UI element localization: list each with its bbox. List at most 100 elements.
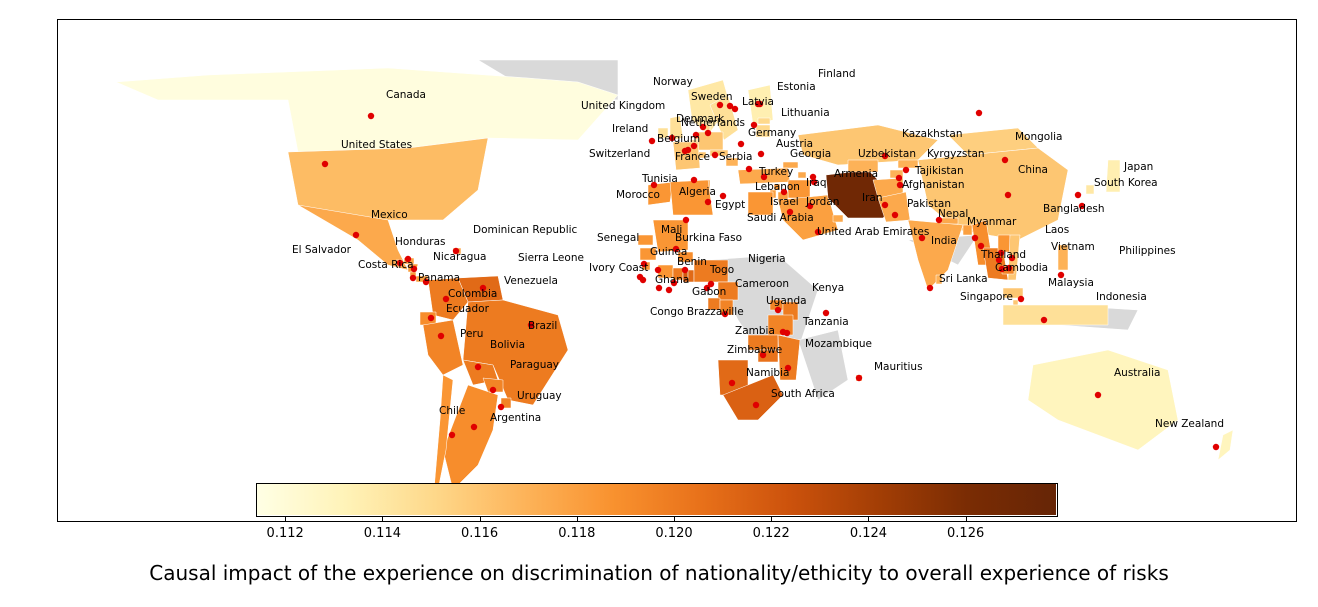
label-uganda: Uganda [766, 295, 807, 307]
label-paraguay: Paraguay [510, 359, 559, 371]
colorbar-tick-label: 0.118 [558, 526, 596, 541]
marker-ivory-coast [636, 273, 644, 281]
marker-germany [704, 129, 712, 137]
label-tanzania: Tanzania [802, 316, 849, 328]
country-burkina-faso [677, 251, 694, 263]
label-sri-lanka: Sri Lanka [939, 273, 988, 285]
label-dominican-republic: Dominican Republic [473, 224, 578, 236]
marker-united-states [321, 160, 329, 168]
label-serbia: Serbia [719, 151, 752, 163]
country-south-korea [1085, 184, 1095, 195]
country-canada [115, 67, 619, 153]
marker-nepal [935, 216, 943, 224]
label-afghanistan: Afghanistan [902, 179, 965, 191]
label-colombia: Colombia [448, 288, 497, 300]
label-mauritius: Mauritius [874, 361, 923, 373]
label-congo-brazzaville: Congo Brazzaville [650, 306, 744, 318]
marker-indonesia [1005, 264, 1013, 272]
country-saudi-arabia [777, 194, 839, 241]
marker-dominican-republic [452, 247, 460, 255]
marker-mozambique [784, 364, 792, 372]
label-mexico: Mexico [371, 209, 408, 221]
marker-malaysia [1017, 295, 1025, 303]
label-turkey: Turkey [758, 166, 793, 178]
label-zambia: Zambia [735, 325, 775, 337]
label-saudi-arabia: Saudi Arabia [747, 212, 814, 224]
marker-pakistan [891, 211, 899, 219]
country-senegal [637, 234, 654, 246]
country-sri-lanka [935, 274, 943, 285]
marker-panama [422, 278, 430, 286]
label-mongolia: Mongolia [1015, 131, 1063, 143]
country-new-zealand [1217, 429, 1234, 461]
colorbar-axis: 0.112 0.114 0.116 0.118 0.120 0.122 0.124 0.126 [256, 517, 1058, 547]
label-el-salvador: El Salvador [292, 244, 352, 256]
marker-benin [670, 279, 678, 287]
colorbar-tick-label: 0.112 [266, 526, 304, 541]
marker-uzbekistan [881, 152, 889, 160]
label-norway: Norway [653, 76, 693, 88]
marker-myanmar [977, 242, 985, 250]
marker-honduras [404, 255, 412, 263]
country-serbia [725, 157, 739, 167]
colorbar [256, 483, 1058, 517]
label-morocco: Morocco [616, 189, 660, 201]
country-mali [652, 219, 689, 253]
country-lebanon [773, 183, 781, 191]
label-south-korea: South Korea [1094, 177, 1158, 189]
label-singapore: Singapore [960, 291, 1013, 303]
country-marker-layer [321, 100, 1220, 451]
marker-austria [737, 140, 745, 148]
marker-colombia [442, 295, 450, 303]
label-cameroon: Cameroon [735, 278, 789, 290]
colorbar-gradient [257, 484, 1056, 515]
label-mali: Mali [661, 224, 682, 236]
marker-thailand [995, 256, 1003, 264]
colorbar-tick-label: 0.116 [460, 526, 499, 541]
marker-netherlands [692, 131, 700, 139]
label-netherlands: Netherlands [681, 117, 745, 129]
marker-zimbabwe [759, 351, 767, 359]
label-pakistan: Pakistan [907, 198, 951, 210]
colorbar-tick-label: 0.120 [655, 526, 693, 541]
label-iraq: Iraq [806, 177, 827, 189]
label-canada: Canada [386, 89, 426, 101]
country-lithuania [755, 130, 771, 138]
marker-namibia [728, 379, 736, 387]
label-finland: Finland [818, 68, 856, 80]
country-united-arab-emirates [832, 214, 844, 223]
label-tajikistan: Tajikistan [914, 165, 964, 177]
marker-norway [716, 101, 724, 109]
label-china: China [1018, 164, 1048, 176]
marker-brazil [527, 321, 535, 329]
marker-egypt [704, 198, 712, 206]
colorbar-tick [674, 517, 675, 522]
marker-senegal [640, 260, 648, 268]
country-egypt [747, 191, 774, 216]
country-guinea [639, 247, 657, 261]
label-gabon: Gabon [692, 286, 726, 298]
marker-mongolia [1001, 156, 1009, 164]
label-uzbekistan: Uzbekistan [858, 148, 916, 160]
colorbar-tick [479, 517, 481, 522]
colorbar-tick-label: 0.122 [752, 526, 790, 541]
country-ireland [657, 127, 669, 139]
label-armenia: Armenia [834, 168, 878, 180]
marker-china [1004, 191, 1012, 199]
marker-argentina [470, 423, 478, 431]
marker-ireland [648, 137, 656, 145]
marker-latvia [731, 105, 739, 113]
label-senegal: Senegal [597, 232, 639, 244]
label-chile: Chile [439, 405, 465, 417]
label-kenya: Kenya [812, 282, 844, 294]
label-brazil: Brazil [528, 320, 557, 332]
country-estonia [757, 117, 771, 125]
marker-uruguay [497, 403, 505, 411]
marker-georgia [757, 150, 765, 158]
country-uzbekistan [847, 159, 879, 173]
marker-saudi-arabia [786, 208, 794, 216]
marker-india [918, 234, 926, 242]
marker-kenya [822, 309, 830, 317]
country-paraguay [482, 377, 504, 393]
label-bolivia: Bolivia [490, 339, 525, 351]
